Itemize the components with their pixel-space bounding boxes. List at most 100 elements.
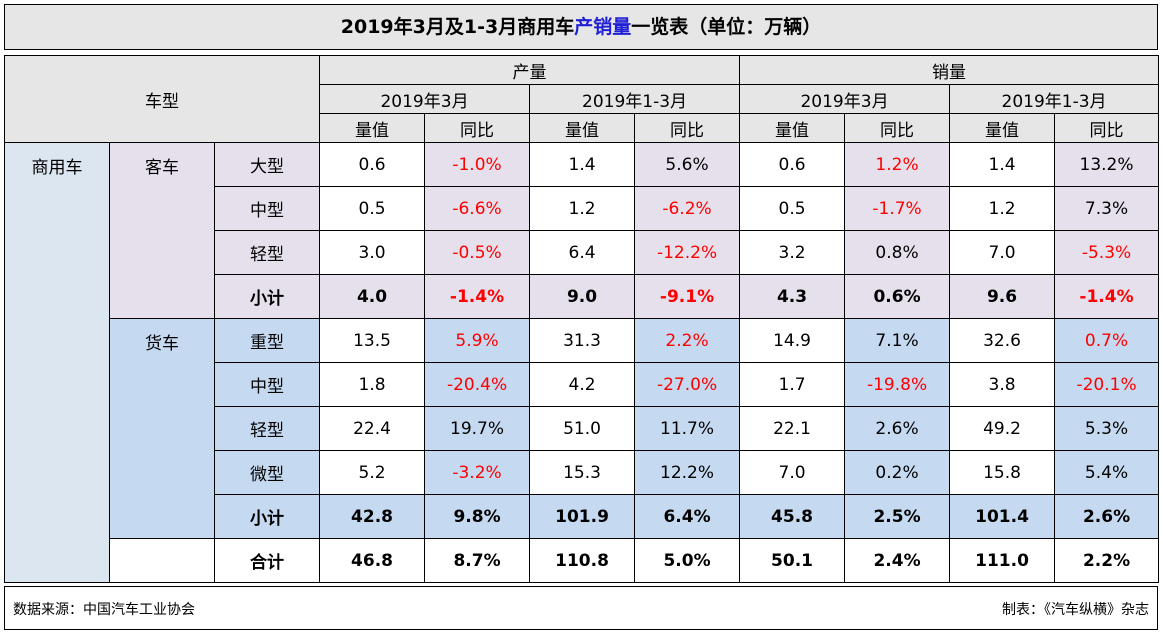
table-row: 小计 4.0 -1.4% 9.0 -9.1% 4.3 0.6% 9.6 -1.4% <box>5 274 1160 319</box>
header-value: 量值 <box>319 113 426 143</box>
yoy-cell: -0.5% <box>424 230 531 275</box>
value-cell: 15.3 <box>529 450 636 495</box>
value-cell: 3.0 <box>319 230 426 275</box>
header-prod-month: 2019年3月 <box>319 84 531 114</box>
table-row: 商用车 客车 大型 0.6 -1.0% 1.4 5.6% 0.6 1.2% 1.4 13.2% <box>4 142 1160 583</box>
value-cell: 50.1 <box>739 538 846 583</box>
yoy-cell: -1.4% <box>424 274 531 319</box>
value-cell: 4.0 <box>319 274 426 319</box>
value-cell: 6.4 <box>529 230 636 275</box>
value-cell: 1.4 <box>949 142 1056 187</box>
header-value: 量值 <box>739 113 846 143</box>
title-highlight: 产销量 <box>574 16 632 38</box>
yoy-cell: 0.6% <box>844 274 951 319</box>
value-cell: 0.5 <box>319 186 426 231</box>
value-cell: 42.8 <box>319 494 426 539</box>
bus-group-label: 客车 <box>109 142 215 319</box>
value-cell: 1.8 <box>319 362 426 407</box>
header-yoy: 同比 <box>634 113 741 143</box>
yoy-cell: -6.2% <box>634 186 741 231</box>
yoy-cell: 7.3% <box>1054 186 1160 231</box>
value-cell: 7.0 <box>949 230 1056 275</box>
yoy-cell: -20.4% <box>424 362 531 407</box>
value-cell: 32.6 <box>949 318 1056 363</box>
yoy-cell: -19.8% <box>844 362 951 407</box>
value-cell: 111.0 <box>949 538 1056 583</box>
yoy-cell: 8.7% <box>424 538 531 583</box>
yoy-cell: -1.0% <box>424 142 531 187</box>
yoy-cell: 2.2% <box>634 318 741 363</box>
yoy-cell: -6.6% <box>424 186 531 231</box>
table-row: 轻型 22.4 19.7% 51.0 11.7% 22.1 2.6% 49.2 5.3% <box>5 406 1160 451</box>
table-row: 轻型 3.0 -0.5% 6.4 -12.2% 3.2 0.8% 7.0 -5.3% <box>5 230 1160 275</box>
value-cell: 49.2 <box>949 406 1056 451</box>
yoy-cell: 0.8% <box>844 230 951 275</box>
header-yoy: 同比 <box>844 113 951 143</box>
value-cell: 3.2 <box>739 230 846 275</box>
value-cell: 13.5 <box>319 318 426 363</box>
value-cell: 5.2 <box>319 450 426 495</box>
value-cell: 51.0 <box>529 406 636 451</box>
commercial-vehicle-label: 商用车 <box>4 142 110 583</box>
value-cell: 101.4 <box>949 494 1056 539</box>
header-production: 产量 <box>319 55 741 85</box>
title-suffix: 一览表（单位：万辆） <box>631 16 822 38</box>
header-yoy: 同比 <box>1054 113 1160 143</box>
vehicle-type-label: 轻型 <box>213 230 321 275</box>
table-row: 中型 0.5 -6.6% 1.2 -6.2% 0.5 -1.7% 1.2 7.3% <box>5 186 1160 231</box>
subtotal-label: 小计 <box>213 274 321 319</box>
yoy-cell: -3.2% <box>424 450 531 495</box>
value-cell: 46.8 <box>319 538 426 583</box>
value-cell: 14.9 <box>739 318 846 363</box>
value-cell: 3.8 <box>949 362 1056 407</box>
value-cell: 15.8 <box>949 450 1056 495</box>
yoy-cell: 11.7% <box>634 406 741 451</box>
header-vehicle-type: 车型 <box>3 55 321 143</box>
truck-group-label: 货车 <box>109 318 215 539</box>
yoy-cell: 5.6% <box>634 142 741 187</box>
vehicle-type-label: 大型 <box>213 142 321 187</box>
yoy-cell: -1.7% <box>844 186 951 231</box>
yoy-cell: 2.5% <box>844 494 951 539</box>
vehicle-type-label: 轻型 <box>213 406 321 451</box>
subtotal-label: 小计 <box>213 494 321 539</box>
value-cell: 1.2 <box>949 186 1056 231</box>
header-prod-cumulative: 2019年1-3月 <box>529 84 741 114</box>
yoy-cell: 7.1% <box>844 318 951 363</box>
table-row: 合计 46.8 8.7% 110.8 5.0% 50.1 2.4% 111.0 2.2% <box>5 538 1160 583</box>
total-spacer <box>109 538 215 583</box>
table-row: 小计 42.8 9.8% 101.9 6.4% 45.8 2.5% 101.4 2.6% <box>5 494 1160 539</box>
yoy-cell: 6.4% <box>634 494 741 539</box>
header-value: 量值 <box>529 113 636 143</box>
value-cell: 45.8 <box>739 494 846 539</box>
yoy-cell: 5.9% <box>424 318 531 363</box>
yoy-cell: 13.2% <box>1054 142 1160 187</box>
yoy-cell: 9.8% <box>424 494 531 539</box>
header-sales: 销量 <box>739 55 1160 85</box>
table-row: 中型 1.8 -20.4% 4.2 -27.0% 1.7 -19.8% 3.8 -20.1% <box>5 362 1160 407</box>
yoy-cell: 5.3% <box>1054 406 1160 451</box>
value-cell: 9.6 <box>949 274 1056 319</box>
value-cell: 7.0 <box>739 450 846 495</box>
total-label: 合计 <box>213 538 321 583</box>
yoy-cell: 0.2% <box>844 450 951 495</box>
value-cell: 1.2 <box>529 186 636 231</box>
yoy-cell: 5.4% <box>1054 450 1160 495</box>
yoy-cell: -9.1% <box>634 274 741 319</box>
table-title: 2019年3月及1-3月商用车产销量一览表（单位：万辆） <box>4 4 1158 50</box>
yoy-cell: -12.2% <box>634 230 741 275</box>
value-cell: 9.0 <box>529 274 636 319</box>
yoy-cell: -27.0% <box>634 362 741 407</box>
value-cell: 0.5 <box>739 186 846 231</box>
table-row: 微型 5.2 -3.2% 15.3 12.2% 7.0 0.2% 15.8 5.4% <box>5 450 1160 495</box>
value-cell: 101.9 <box>529 494 636 539</box>
yoy-cell: 0.7% <box>1054 318 1160 363</box>
yoy-cell: -5.3% <box>1054 230 1160 275</box>
yoy-cell: 19.7% <box>424 406 531 451</box>
data-source: 数据来源：中国汽车工业协会 <box>13 602 195 618</box>
value-cell: 0.6 <box>739 142 846 187</box>
table-row: 货车 重型 13.5 5.9% 31.3 2.2% 14.9 7.1% 32.6 0.7% <box>5 318 1160 539</box>
table-credit: 制表：《汽车纵横》杂志 <box>1002 602 1149 618</box>
header-sales-cumulative: 2019年1-3月 <box>949 84 1160 114</box>
vehicle-type-label: 重型 <box>213 318 321 363</box>
